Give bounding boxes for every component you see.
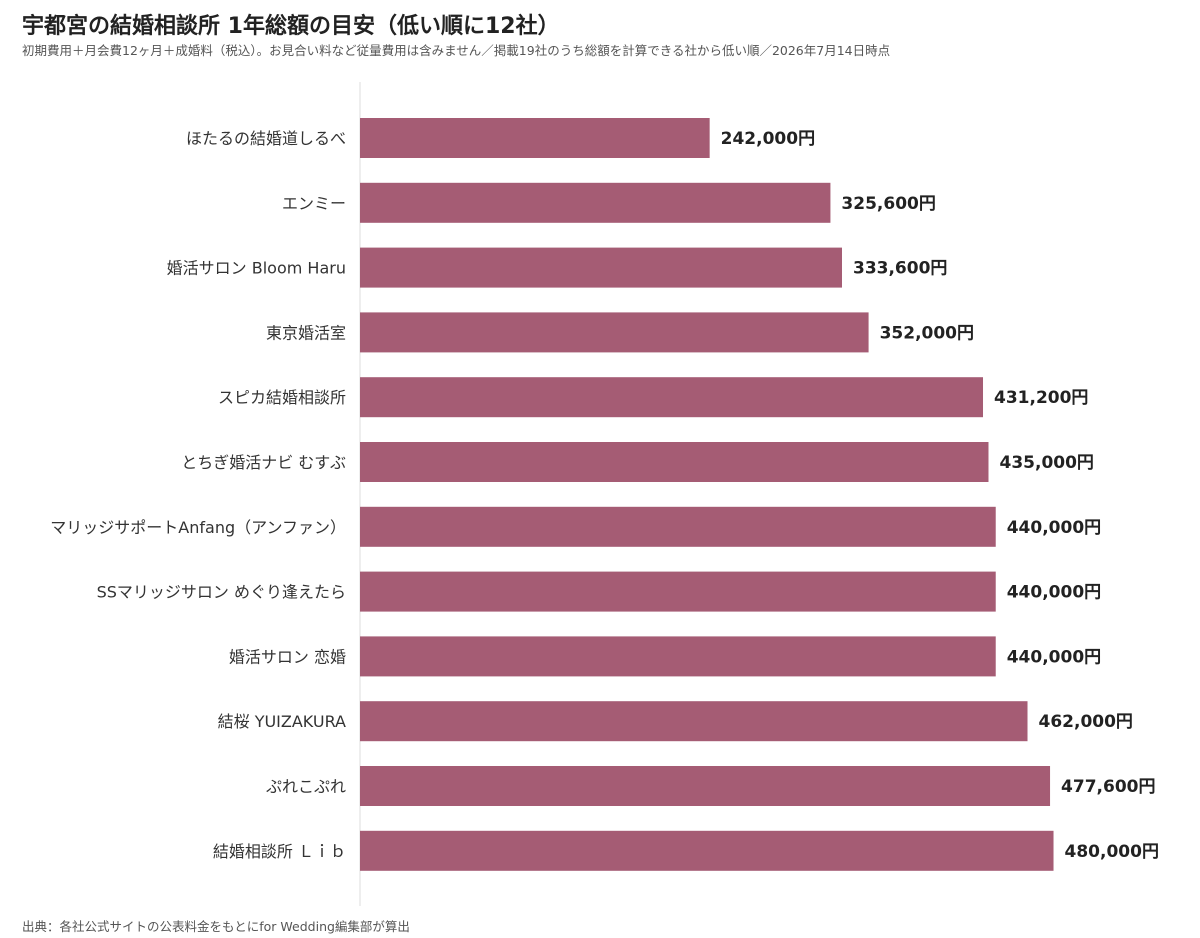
category-label: マリッジサポートAnfang（アンファン） <box>50 518 346 537</box>
source-note: 出典：各社公式サイトの公表料金をもとにfor Wedding編集部が算出 <box>22 919 410 934</box>
data-label: 435,000円 <box>1000 453 1094 473</box>
data-label: 440,000円 <box>1007 583 1101 603</box>
data-label: 431,200円 <box>994 388 1088 408</box>
bar <box>360 118 710 158</box>
bar <box>360 766 1051 806</box>
bar <box>360 312 869 353</box>
bar <box>360 636 996 677</box>
bar <box>360 182 831 223</box>
bar <box>360 247 842 288</box>
category-label: スピカ結婚相談所 <box>218 388 346 407</box>
category-label: とちぎ婚活ナビ むすぶ <box>181 453 346 472</box>
data-label: 352,000円 <box>880 323 974 343</box>
category-label: 婚活サロン Bloom Haru <box>167 259 346 278</box>
category-label: ぷれこぷれ <box>266 777 346 796</box>
category-label: 東京婚活室 <box>266 323 346 342</box>
chart-subtitle: 初期費用＋月会費12ヶ月＋成婚料（税込）。お見合い料など従量費用は含みません／掲… <box>22 43 891 58</box>
bar <box>360 571 996 612</box>
bar <box>360 701 1028 742</box>
bar <box>360 506 996 547</box>
category-label: 婚活サロン 恋婚 <box>229 647 346 666</box>
data-label: 477,600円 <box>1061 777 1155 797</box>
category-label: 結桜 YUIZAKURA <box>218 712 346 731</box>
data-label: 325,600円 <box>841 194 935 214</box>
data-label: 242,000円 <box>721 129 815 149</box>
category-label: SSマリッジサロン めぐり逢えたら <box>97 583 346 602</box>
data-label: 440,000円 <box>1007 518 1101 538</box>
category-label: エンミー <box>282 194 346 213</box>
bar <box>360 830 1054 871</box>
bar <box>360 377 984 418</box>
chart-title: 宇都宮の結婚相談所 1年総額の目安（低い順に12社） <box>22 14 560 39</box>
category-label: 結婚相談所 Ｌｉｂ <box>213 842 346 861</box>
data-label: 333,600円 <box>853 259 947 279</box>
data-label: 462,000円 <box>1039 712 1133 732</box>
bar <box>360 442 989 482</box>
category-label: ほたるの結婚道しるべ <box>186 129 346 148</box>
data-label: 480,000円 <box>1065 842 1159 862</box>
data-label: 440,000円 <box>1007 647 1101 667</box>
